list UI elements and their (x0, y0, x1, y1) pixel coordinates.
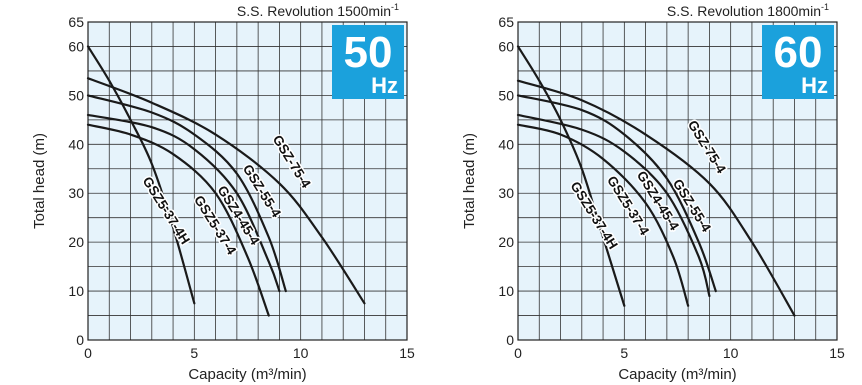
y-tick-label: 20 (68, 234, 84, 250)
y-tick-label: 40 (68, 136, 84, 152)
badge-background (762, 25, 834, 99)
x-tick-label: 10 (293, 345, 309, 361)
x-tick-label: 15 (829, 345, 845, 361)
badge-number: 60 (774, 28, 823, 77)
series-curve (86, 45, 196, 305)
series-curve (516, 94, 717, 293)
chart-title-superscript: -1 (821, 2, 829, 12)
series-curve (86, 113, 281, 293)
plot-frame (87, 21, 408, 341)
y-tick-label: 60 (68, 38, 84, 54)
series-curve (86, 77, 366, 305)
y-tick-label: 10 (498, 283, 514, 299)
chart-title: S.S. Revolution 1500min-1 (237, 2, 399, 19)
chart-2: S.S. Revolution 1800min-1010203040506065… (461, 2, 845, 383)
y-tick-label: 30 (498, 185, 514, 201)
badge-unit: Hz (371, 73, 398, 98)
x-tick-label: 5 (620, 345, 628, 361)
x-tick-label: 10 (723, 345, 739, 361)
series-curve (516, 45, 626, 307)
badge-unit: Hz (801, 73, 828, 98)
y-tick-label: 50 (498, 87, 514, 103)
series-curve (86, 123, 270, 317)
y-tick-label: 10 (68, 283, 84, 299)
badge-background (332, 25, 404, 99)
y-tick-label: 65 (498, 14, 514, 30)
series-curve (516, 123, 690, 307)
badge-number: 50 (344, 28, 393, 77)
series-curve (516, 79, 796, 317)
x-axis-label: Capacity (m³/min) (188, 366, 306, 383)
y-tick-label: 0 (506, 332, 514, 348)
y-axis-label: Total head (m) (31, 133, 48, 229)
x-axis-label: Capacity (m³/min) (618, 366, 736, 383)
y-tick-label: 40 (498, 136, 514, 152)
x-tick-label: 0 (514, 345, 522, 361)
y-tick-label: 30 (68, 185, 84, 201)
y-tick-label: 50 (68, 87, 84, 103)
series-curve (516, 113, 711, 298)
y-tick-label: 65 (68, 14, 84, 30)
plot-frame (517, 21, 838, 341)
x-tick-label: 0 (84, 345, 92, 361)
chart-1: S.S. Revolution 1500min-1010203040506065… (31, 2, 415, 383)
x-tick-label: 15 (399, 345, 415, 361)
chart-title: S.S. Revolution 1800min-1 (667, 2, 829, 19)
chart-title-superscript: -1 (391, 2, 399, 12)
y-tick-label: 60 (498, 38, 514, 54)
series-curve (86, 94, 287, 293)
y-tick-label: 20 (498, 234, 514, 250)
y-tick-label: 0 (76, 332, 84, 348)
y-axis-label: Total head (m) (461, 133, 478, 229)
x-tick-label: 5 (190, 345, 198, 361)
